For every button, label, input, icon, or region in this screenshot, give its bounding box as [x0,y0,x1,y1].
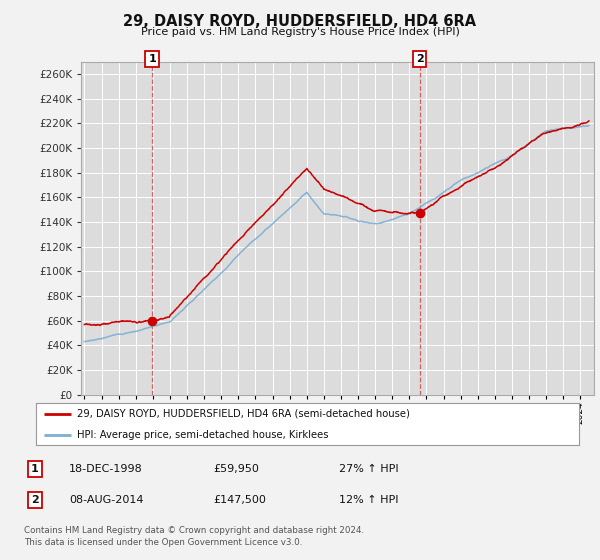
Text: £59,950: £59,950 [213,464,259,474]
Text: 1: 1 [31,464,38,474]
Text: HPI: Average price, semi-detached house, Kirklees: HPI: Average price, semi-detached house,… [77,430,328,440]
Text: 12% ↑ HPI: 12% ↑ HPI [339,495,398,505]
Text: This data is licensed under the Open Government Licence v3.0.: This data is licensed under the Open Gov… [24,538,302,547]
Text: 08-AUG-2014: 08-AUG-2014 [69,495,143,505]
Text: 18-DEC-1998: 18-DEC-1998 [69,464,143,474]
Text: Contains HM Land Registry data © Crown copyright and database right 2024.: Contains HM Land Registry data © Crown c… [24,526,364,535]
Text: 29, DAISY ROYD, HUDDERSFIELD, HD4 6RA (semi-detached house): 29, DAISY ROYD, HUDDERSFIELD, HD4 6RA (s… [77,409,410,419]
Text: Price paid vs. HM Land Registry's House Price Index (HPI): Price paid vs. HM Land Registry's House … [140,27,460,37]
Text: 29, DAISY ROYD, HUDDERSFIELD, HD4 6RA: 29, DAISY ROYD, HUDDERSFIELD, HD4 6RA [124,14,476,29]
Text: £147,500: £147,500 [213,495,266,505]
Text: 27% ↑ HPI: 27% ↑ HPI [339,464,398,474]
Text: 1: 1 [148,54,156,64]
Text: 2: 2 [31,495,38,505]
Text: 2: 2 [416,54,424,64]
